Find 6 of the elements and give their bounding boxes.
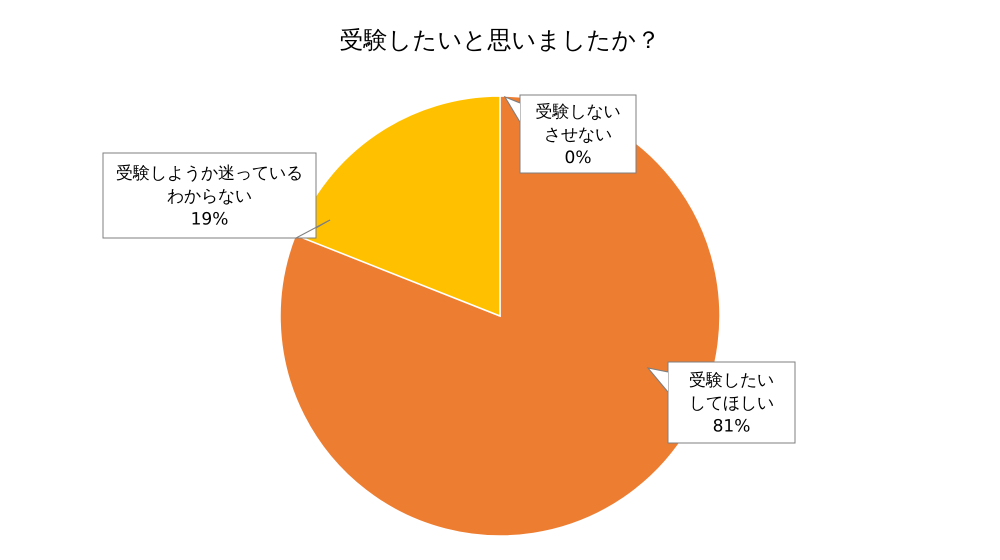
legend-label: 受験しないさせない [536,102,620,145]
slice-label: 受験しようか迷っているわからない [116,164,303,206]
slice-label: 受験したいしてほしい [689,370,774,414]
data-label: 81% [712,416,750,436]
chart-title: 受験したいと思いましたか？ [340,26,660,54]
data-label: 19% [190,210,228,230]
